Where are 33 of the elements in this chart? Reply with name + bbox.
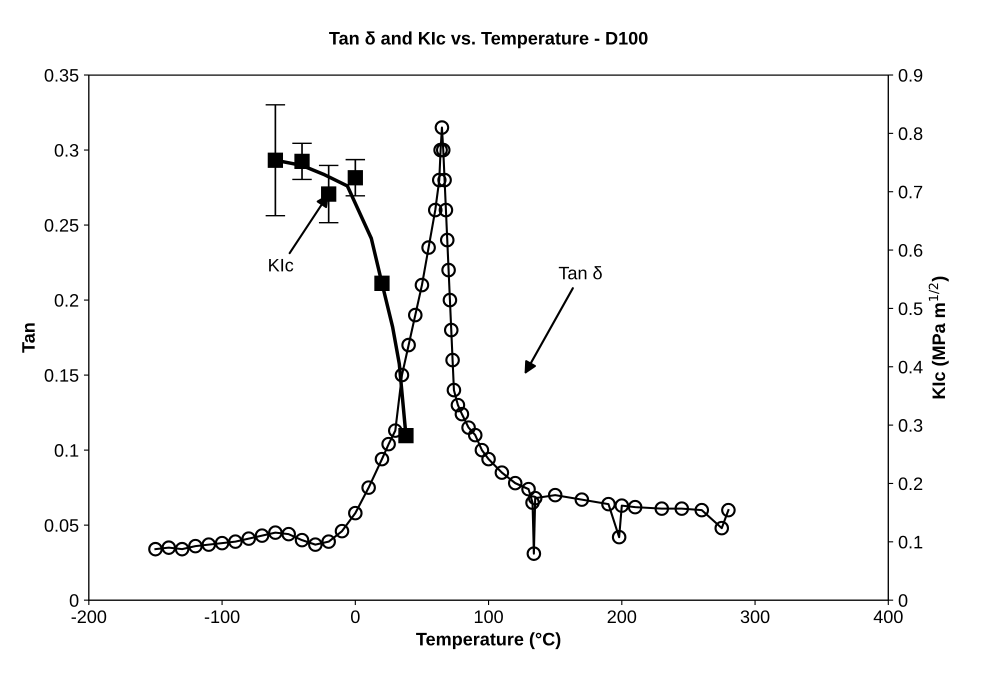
y-tick-label: 0.3 — [54, 144, 78, 157]
y2-tick-label: 0.4 — [898, 360, 923, 374]
y2-axis-title: KIc (MPa m$^{1/2}$) — [928, 276, 949, 398]
x-tick-label: 200 — [608, 610, 636, 624]
annotation: KIc — [269, 258, 294, 272]
y-tick-label: 0.2 — [54, 294, 78, 307]
x-tick-label: -100 — [204, 610, 240, 624]
y-tick-label: 0.1 — [54, 444, 78, 457]
y2-tick-label: 0.3 — [898, 419, 922, 432]
y2-tick-label: 0.9 — [898, 68, 922, 82]
y2-tick-label: 0.1 — [898, 536, 922, 549]
x-tick-label: 400 — [874, 610, 903, 624]
y-tick-label: 0.35 — [44, 68, 78, 82]
y-axis-title: Tan — [22, 323, 35, 353]
point — [348, 170, 363, 186]
y2-tick-label: 0.8 — [898, 127, 922, 140]
annotation: Tan δ — [558, 266, 602, 280]
y2-tick-label: 0.2 — [898, 477, 922, 490]
chart-title: Tan δ and KIc vs. Temperature - D100 — [329, 31, 648, 48]
x-tick-label: 300 — [740, 610, 770, 624]
y2-tick-label: 0.5 — [898, 302, 922, 316]
x-axis-title: Temperature (°C) — [416, 632, 560, 650]
x-tick-label: -200 — [72, 610, 106, 624]
y-tick-label: 0.15 — [44, 369, 78, 382]
y2-tick-label: 0.7 — [898, 186, 922, 198]
y-tick-label: 0.25 — [44, 218, 78, 232]
point — [321, 186, 336, 202]
x-tick-label: 0 — [351, 610, 360, 624]
y2-tick-label: 0.6 — [898, 244, 922, 257]
y2-tick-label: 0 — [898, 594, 908, 607]
y-tick-label: 0.05 — [44, 519, 78, 532]
x-tick-label: 100 — [474, 610, 503, 624]
y-tick-label: 0 — [70, 594, 78, 607]
